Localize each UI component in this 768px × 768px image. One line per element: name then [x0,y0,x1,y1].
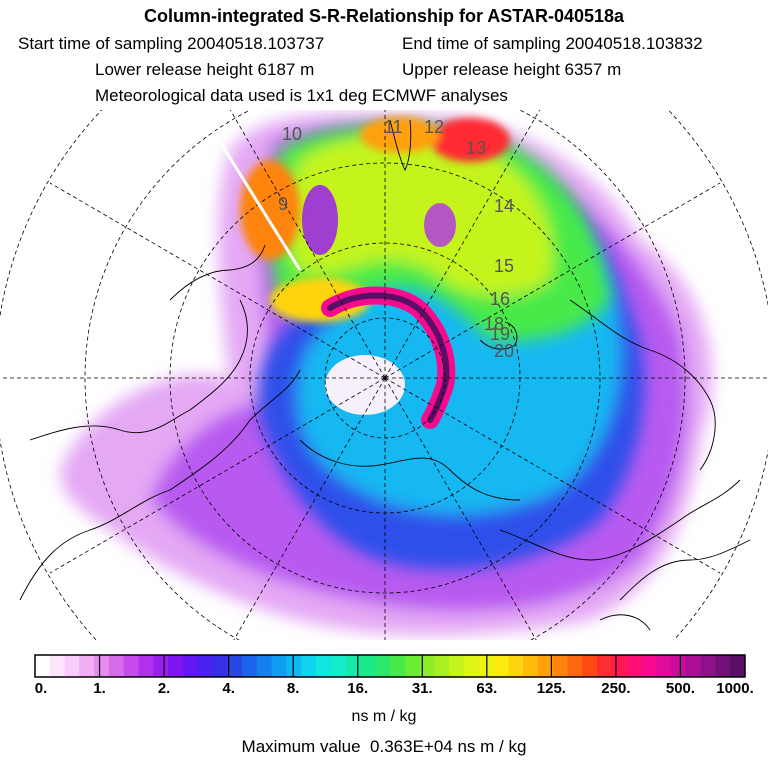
colorbar-cell [153,655,169,677]
colorbar-cell [375,655,391,677]
colorbar-tick-label: 125. [536,680,566,697]
colorbar-cell [419,655,435,677]
upper-height-label: Upper release height 6357 m [402,60,622,79]
colorbar-cell [552,655,568,677]
colorbar-tick-label: 0. [34,680,48,697]
colorbar-cell [730,655,746,677]
colorbar-cell [345,655,361,677]
colorbar-cell [656,655,672,677]
colorbar-cell [242,655,258,677]
colorbar-unit-label: ns m / kg [351,708,417,725]
colorbar-cell [508,655,524,677]
polar-map: 10 11 12 13 14 15 16 18 19 20 9 [0,110,768,640]
colorbar-tick-label: 4. [222,680,235,697]
colorbar-cell [108,655,125,677]
plume-highs [240,117,510,322]
contour-label: 12 [424,117,444,137]
colorbar-cell [227,655,243,677]
lower-height-label: Lower release height 6187 m [95,60,315,79]
colorbar-cell [434,655,450,677]
colorbar-cell [301,655,317,677]
contour-label: 20 [494,341,514,361]
start-time-label: Start time of sampling 20040518.103737 [18,34,325,53]
colorbar-cell [360,655,376,677]
colorbar-cell [212,655,228,677]
colorbar-tick-label: 2. [157,680,171,697]
colorbar-cell [330,655,347,677]
colorbar-cell [537,655,554,677]
contour-labels: 10 11 12 13 14 15 16 18 19 20 9 [278,117,514,361]
plot-title: Column-integrated S-R-Relationship for A… [143,6,625,26]
colorbar-cell [256,655,273,677]
contour-label: 9 [278,194,288,214]
colorbar-cell [168,655,184,677]
colorbar-tick-label: 1000. [716,680,754,697]
coastlines [19,119,751,631]
colorbar [34,654,746,678]
colorbar-cell [463,655,480,677]
contour-label: 13 [466,138,486,158]
colorbar-cell [626,655,642,677]
colorbar-cell [390,655,406,677]
contour-label: 15 [494,256,514,276]
colorbar-cell [64,655,80,677]
colorbar-tick-label: 31. [411,680,433,697]
contour-label: 18 [484,314,504,334]
colorbar-cell [271,655,287,677]
colorbar-cell [197,655,213,677]
colorbar-tick-label: 500. [665,680,696,697]
colorbar-cell [79,655,95,677]
contour-label: 11 [384,117,403,137]
colorbar-tick-label: 16. [347,680,369,697]
contour-label: 19 [490,324,510,344]
colorbar-cell [700,655,716,677]
colorbar-cell [582,655,598,677]
colorbar-cell [449,655,465,677]
contour-label: 16 [490,289,510,309]
colorbar-cell [685,655,702,677]
contour-label: 10 [282,124,302,144]
colorbar-cell [641,655,657,677]
colorbar-cell [138,655,154,677]
meridians [0,110,768,640]
colorbar-cell [597,655,613,677]
colorbar-cell [286,655,302,677]
colorbar-cell [611,655,628,677]
colorbar-tick-label: 8. [286,680,300,697]
colorbar-cell [567,655,583,677]
colorbar-cell [94,655,110,677]
colorbar-cell [715,655,731,677]
end-time-label: End time of sampling 20040518.103832 [402,34,703,53]
met-data-label: Meteorological data used is 1x1 deg ECMW… [95,86,508,105]
colorbar-cell [523,655,539,677]
colorbar-tick-label: 250. [601,680,631,697]
colorbar-cell [123,655,140,677]
contour-label: 14 [494,196,514,216]
colorbar-cell [35,655,51,677]
colorbar-tick-label: 1. [93,680,106,697]
colorbar-tick-label: 63. [476,680,498,697]
max-value-label: Maximum value 0.363E+04 ns m / kg [241,737,527,756]
colorbar-cell [316,655,332,677]
colorbar-cell [404,655,421,677]
colorbar-cell [49,655,66,677]
colorbar-cell [182,655,199,677]
colorbar-cell [671,655,687,677]
colorbar-cell [493,655,509,677]
